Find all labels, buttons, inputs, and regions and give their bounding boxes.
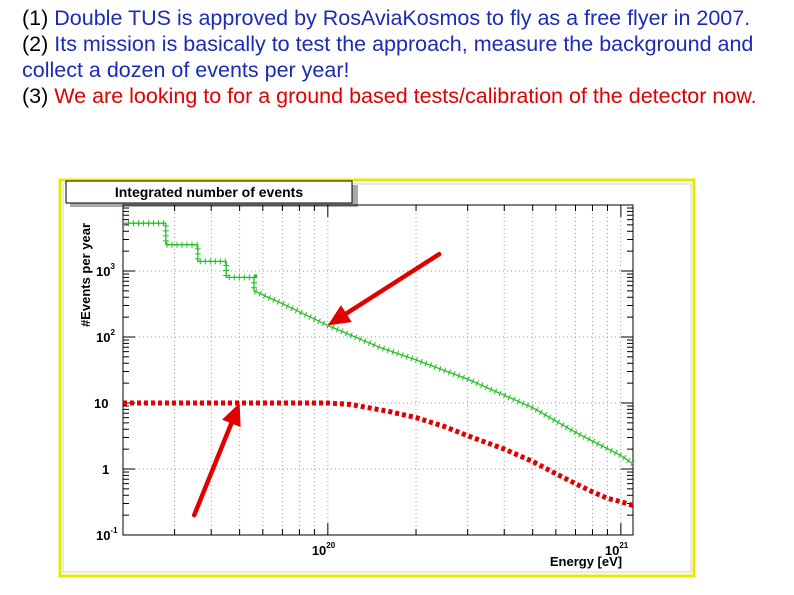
y-tick-label: 102 bbox=[96, 328, 115, 345]
arrow-head bbox=[327, 305, 352, 326]
annotation-arrows bbox=[191, 251, 442, 518]
x-tick-label: 1020 bbox=[312, 541, 336, 558]
x-axis-label: Energy [eV] bbox=[550, 554, 622, 569]
x-tick-label-exponent: 21 bbox=[619, 541, 628, 550]
y-tick-label-exponent: -1 bbox=[110, 526, 118, 535]
x-tick-label-base: 10 bbox=[605, 543, 619, 558]
bullet-1-text: Double TUS is approved by RosAviaKosmos … bbox=[54, 6, 751, 30]
arrow-shaft bbox=[191, 421, 234, 518]
series-green-error-bars bbox=[123, 220, 635, 467]
series-layer bbox=[123, 220, 635, 508]
y-tick-label: 10 bbox=[94, 396, 108, 411]
bullet-1: (1) Double TUS is approved by RosAviaKos… bbox=[22, 5, 782, 31]
chart-title: Integrated number of events bbox=[115, 184, 303, 200]
x-tick-labels: 1020 1021 bbox=[312, 541, 629, 558]
chart-title-box: Integrated number of events bbox=[65, 180, 358, 207]
chart-frame bbox=[58, 178, 696, 578]
plot-frame bbox=[122, 204, 634, 536]
chart-canvas bbox=[62, 183, 692, 573]
x-tick-label-base: 10 bbox=[312, 543, 326, 558]
y-tick-label: 10-1 bbox=[96, 526, 118, 543]
axis-ticks bbox=[122, 205, 633, 536]
y-tick-label-base: 10 bbox=[96, 528, 110, 543]
x-tick-label-exponent: 20 bbox=[326, 541, 335, 550]
y-tick-label-exponent: 2 bbox=[110, 328, 115, 337]
bullet-1-number: (1) bbox=[22, 6, 49, 30]
bullet-3: (3) We are looking to for a ground based… bbox=[22, 83, 782, 109]
bullet-2-number: (2) bbox=[22, 32, 49, 56]
y-tick-label-base: 1 bbox=[102, 462, 109, 477]
y-tick-label-base: 10 bbox=[96, 264, 110, 279]
y-tick-label-base: 10 bbox=[94, 396, 108, 411]
bullet-2: (2) Its mission is basically to test the… bbox=[22, 31, 782, 83]
slide-text: (1) Double TUS is approved by RosAviaKos… bbox=[22, 5, 782, 109]
bullet-2-text: Its mission is basically to test the app… bbox=[22, 32, 754, 82]
y-tick-label-base: 10 bbox=[96, 330, 110, 345]
bullet-3-number: (3) bbox=[22, 84, 49, 108]
title-box-frame bbox=[65, 180, 353, 204]
arrow-head bbox=[222, 403, 241, 428]
y-axis-label: #Events per year bbox=[78, 223, 93, 327]
y-tick-label-exponent: 3 bbox=[110, 262, 115, 271]
y-tick-label: 103 bbox=[96, 262, 115, 279]
x-tick-label: 1021 bbox=[605, 541, 629, 558]
bullet-3-text: We are looking to for a ground based tes… bbox=[54, 84, 757, 108]
y-tick-label: 1 bbox=[102, 462, 109, 477]
arrow-shaft bbox=[344, 251, 442, 316]
